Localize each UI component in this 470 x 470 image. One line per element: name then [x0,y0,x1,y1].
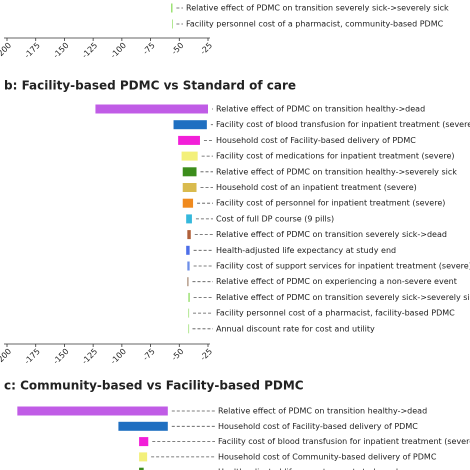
bar [171,3,173,13]
bar-label: Facility personnel cost of a pharmacist,… [216,309,455,318]
bar-label: Household cost of an inpatient treatment… [216,183,417,192]
x-tick-label: -25 [199,41,215,57]
bar-label: Health-adjusted life expectancy at study… [216,246,396,255]
bar [182,183,197,192]
bar-label: Relative effect of PDMC on experiencing … [216,277,457,286]
bar-label: Household cost of Facility-based deliver… [218,422,418,431]
panel-title: b: Facility-based PDMC vs Standard of ca… [4,79,296,93]
bar [187,261,190,271]
x-tick-label: -175 [23,41,42,60]
bar [182,198,194,208]
x-tick-label: -75 [141,347,157,363]
bar-label: Household cost of Community-based delive… [218,452,437,461]
x-tick-label: -200 [0,347,13,366]
bar [139,467,144,470]
x-tick-label: -50 [170,41,186,57]
bar [118,421,168,431]
x-tick-label: -150 [51,41,70,60]
bar [182,167,197,177]
x-tick-label: -25 [199,347,215,363]
bar-label: Relative effect of PDMC on transition se… [216,230,447,239]
bar [172,19,173,29]
bar-label: Facility cost of blood transfusion for i… [218,437,470,446]
x-tick-label: -100 [109,347,128,366]
bar [188,292,190,302]
x-tick-label: -100 [109,41,128,60]
x-tick-label: -75 [141,41,157,57]
panel-title: c: Community-based vs Facility-based PDM… [4,379,304,393]
bar [187,277,189,287]
x-tick-label: -125 [80,347,99,366]
bar-label: Facility cost of blood transfusion for i… [216,120,470,129]
bar [186,245,190,255]
bar-label: Relative effect of PDMC on transition he… [216,167,457,176]
x-tick-label: -200 [0,41,13,60]
x-tick-label: -150 [51,347,70,366]
bar [139,437,149,447]
x-tick-label: -125 [80,41,99,60]
bar-label: Health-adjusted life expectancy at study… [218,468,398,470]
bar-label: Relative effect of PDMC on transition se… [186,4,449,13]
bar-label: Facility cost of personnel for inpatient… [216,199,445,208]
bar-label: Annual discount rate for cost and utilit… [216,324,375,333]
bar [95,104,208,114]
x-tick-label: -50 [170,347,186,363]
bar-label: Relative effect of PDMC on transition he… [216,105,425,114]
bar-label: Facility cost of medications for inpatie… [216,152,455,161]
bar-label: Relative effect of PDMC on transition se… [216,293,470,302]
bar [181,151,198,161]
bar [173,120,207,130]
bar [17,406,168,416]
bar [187,230,191,240]
bar-label: Household cost of Facility-based deliver… [216,136,416,145]
bar-label: Facility personnel cost of a pharmacist,… [186,20,444,29]
bar [139,452,148,462]
bar [186,214,192,224]
bar-label: Cost of full DP course (9 pills) [216,214,334,223]
x-tick-label: -175 [23,347,42,366]
bar-label: Facility cost of support services for in… [216,262,470,271]
bar [188,324,190,334]
bar-label: Relative effect of PDMC on transition he… [218,407,427,416]
bar [188,308,190,318]
bar [178,135,200,145]
